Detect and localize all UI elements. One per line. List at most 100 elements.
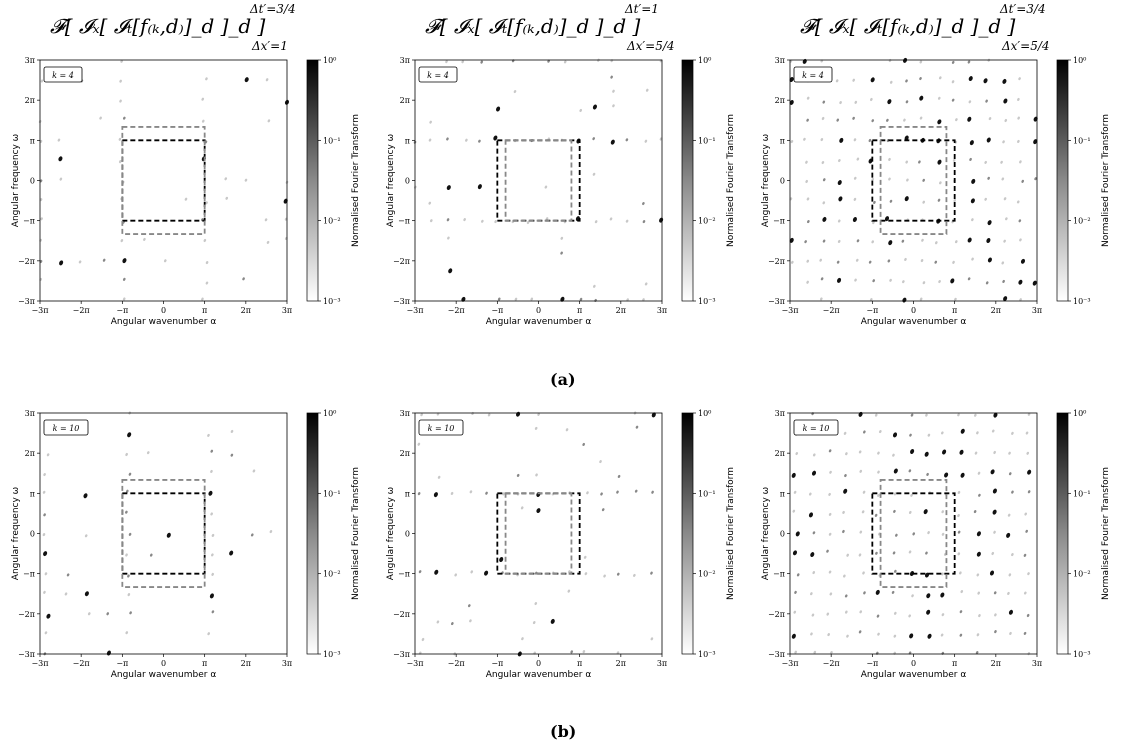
x-tick-label: −2π (448, 306, 465, 315)
peak-marker (951, 98, 955, 102)
peak-marker (793, 610, 797, 614)
k-label: k = 4 (802, 71, 824, 80)
grey-dashed-box (121, 126, 206, 235)
peak-marker (650, 571, 653, 575)
peak-marker (852, 217, 857, 223)
peak-marker (550, 618, 555, 624)
colorbar-label: Normalised Fourier Transform (726, 467, 736, 600)
x-tick-label: −2π (73, 659, 90, 668)
peak-marker (908, 469, 912, 473)
peak-marker (119, 99, 122, 103)
peak-marker (812, 531, 816, 535)
peak-marker (1017, 139, 1020, 143)
peak-marker (873, 200, 876, 205)
x-tick-label: −3π (781, 306, 798, 315)
peak-marker (837, 219, 841, 223)
peak-marker (417, 492, 421, 496)
peak-marker (789, 77, 794, 82)
peak-marker (484, 570, 489, 576)
peak-marker (894, 611, 897, 615)
k-label-box: k = 4 (43, 66, 83, 83)
peak-marker (926, 593, 931, 599)
peak-marker (888, 177, 891, 181)
peak-marker (1003, 197, 1007, 201)
colorbar-tick-label: 10⁰ (323, 409, 336, 418)
colorbar-tick-label: 10⁻¹ (323, 136, 341, 145)
y-tick-label: −3π (18, 650, 35, 659)
peak-marker (991, 429, 995, 433)
peak-marker (974, 413, 977, 417)
peak-marker (919, 297, 923, 301)
colorbar (306, 412, 319, 655)
peak-marker (470, 570, 474, 574)
peak-marker (809, 492, 812, 496)
peak-marker (420, 413, 423, 417)
colorbar-tick-label: 10⁻¹ (323, 489, 341, 498)
peak-marker (941, 532, 945, 536)
peak-marker (600, 492, 603, 496)
peak-marker (859, 469, 863, 473)
peak-marker (806, 96, 810, 100)
x-tick-label: π (952, 659, 957, 668)
peak-marker (952, 260, 955, 264)
peak-marker (872, 279, 875, 283)
peak-marker (1001, 177, 1005, 181)
peak-marker (810, 592, 813, 596)
colorbar-label: Normalised Fourier Transform (1101, 114, 1111, 247)
peak-marker (494, 220, 497, 224)
peak-marker (828, 532, 832, 536)
panel-r0-c1: −3π −2π −π 0 π 2π 3π 3π 2π π 0 −π −2π −3π Angular wave… (386, 2, 736, 327)
y-tick-label: 0 (405, 530, 410, 539)
peak-marker (987, 176, 990, 180)
peak-marker (837, 239, 841, 244)
y-tick-label: 3π (25, 56, 35, 65)
y-axis-label: Angular frequency ω (11, 487, 21, 580)
y-tick-label: 0 (780, 177, 785, 186)
k-label: k = 10 (803, 424, 830, 433)
panel-r1-c1: −3π −2π −π 0 π 2π 3π 3π 2π π 0 −π −2π −3π Angular wave… (386, 409, 736, 680)
colorbar (681, 59, 694, 302)
colorbar-tick-label: 10⁰ (323, 56, 336, 65)
peak-marker (1024, 512, 1027, 516)
peak-marker (868, 260, 872, 264)
grey-dashed-box (504, 139, 573, 222)
y-tick-label: −2π (18, 610, 35, 619)
peak-marker (838, 196, 843, 202)
peak-marker (568, 570, 571, 574)
peak-marker (889, 199, 893, 203)
peak-marker (461, 60, 465, 64)
peak-marker (910, 493, 913, 497)
peak-marker (993, 450, 996, 455)
peak-marker (957, 413, 960, 417)
peak-marker (939, 181, 942, 185)
peak-marker (612, 104, 615, 108)
black-dashed-box (121, 139, 206, 222)
peak-marker (1008, 609, 1013, 615)
peak-marker (634, 489, 638, 493)
colorbar-tick-label: 10⁻³ (323, 297, 341, 306)
x-axis-label: Angular wavenumber α (486, 317, 592, 327)
peak-marker (184, 197, 188, 201)
peak-marker (887, 99, 892, 105)
y-tick-label: 3π (400, 56, 410, 65)
peak-marker (244, 178, 248, 182)
peak-marker (829, 470, 832, 474)
peak-marker (992, 509, 997, 515)
peak-marker (545, 217, 549, 221)
y-axis-label: Angular frequency ω (386, 134, 396, 227)
x-tick-label: −π (491, 659, 503, 668)
y-tick-label: π (780, 489, 785, 498)
y-tick-label: −2π (393, 610, 410, 619)
peak-marker (842, 510, 845, 514)
peak-marker (957, 552, 961, 556)
peak-marker (918, 160, 921, 164)
x-tick-label: 2π (241, 659, 251, 668)
peak-marker (1025, 529, 1028, 533)
peak-marker (1003, 98, 1008, 104)
x-tick-label: −π (491, 306, 503, 315)
peak-marker (852, 116, 855, 120)
colorbar (1056, 59, 1069, 302)
peak-marker (87, 612, 91, 616)
peak-marker (582, 442, 585, 446)
peak-marker (149, 553, 153, 557)
